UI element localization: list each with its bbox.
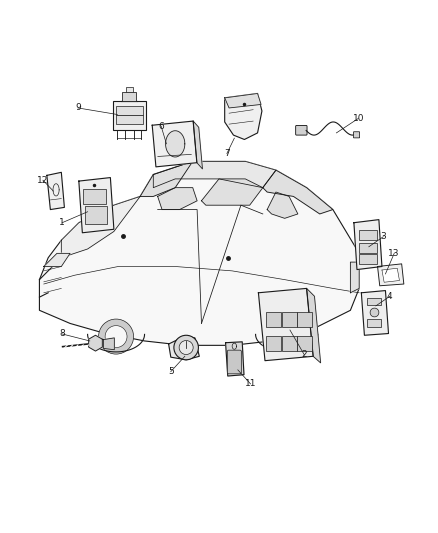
Circle shape xyxy=(179,341,193,354)
Text: 5: 5 xyxy=(168,367,174,376)
Polygon shape xyxy=(307,288,321,363)
Text: 2: 2 xyxy=(302,351,307,359)
Text: 3: 3 xyxy=(380,232,386,241)
Text: 1: 1 xyxy=(59,218,65,227)
Polygon shape xyxy=(140,161,193,197)
FancyBboxPatch shape xyxy=(113,101,145,130)
Polygon shape xyxy=(39,161,359,345)
Text: 10: 10 xyxy=(353,114,364,123)
Polygon shape xyxy=(61,197,140,258)
FancyBboxPatch shape xyxy=(367,319,381,327)
Polygon shape xyxy=(79,177,114,233)
Circle shape xyxy=(174,335,198,360)
FancyBboxPatch shape xyxy=(353,132,360,138)
Polygon shape xyxy=(193,121,202,169)
Text: 7: 7 xyxy=(224,149,230,158)
FancyBboxPatch shape xyxy=(282,312,297,327)
FancyBboxPatch shape xyxy=(266,312,281,327)
Circle shape xyxy=(276,326,298,348)
Text: 4: 4 xyxy=(387,292,392,301)
FancyBboxPatch shape xyxy=(116,115,143,124)
Polygon shape xyxy=(225,93,261,108)
Polygon shape xyxy=(263,170,333,214)
Polygon shape xyxy=(382,268,399,282)
Circle shape xyxy=(99,319,134,354)
FancyBboxPatch shape xyxy=(126,87,133,92)
Text: 6: 6 xyxy=(158,122,164,131)
FancyBboxPatch shape xyxy=(85,206,107,223)
Polygon shape xyxy=(350,262,359,293)
Text: 8: 8 xyxy=(59,329,65,338)
Polygon shape xyxy=(166,131,185,157)
Text: 9: 9 xyxy=(75,103,81,112)
FancyBboxPatch shape xyxy=(367,297,381,305)
Polygon shape xyxy=(88,335,102,351)
Text: 12: 12 xyxy=(37,176,49,185)
FancyBboxPatch shape xyxy=(122,92,136,101)
Text: 13: 13 xyxy=(389,249,400,258)
Polygon shape xyxy=(169,336,199,360)
FancyBboxPatch shape xyxy=(297,312,312,327)
FancyBboxPatch shape xyxy=(359,230,377,240)
Text: 11: 11 xyxy=(245,379,256,389)
FancyBboxPatch shape xyxy=(297,336,312,351)
Polygon shape xyxy=(225,93,262,140)
FancyBboxPatch shape xyxy=(83,189,106,204)
Polygon shape xyxy=(103,338,114,350)
Circle shape xyxy=(370,308,379,317)
Polygon shape xyxy=(361,290,389,335)
Polygon shape xyxy=(152,121,197,167)
Circle shape xyxy=(105,326,127,348)
FancyBboxPatch shape xyxy=(116,106,143,115)
Polygon shape xyxy=(258,288,313,361)
Polygon shape xyxy=(378,264,404,286)
Polygon shape xyxy=(226,342,244,376)
Polygon shape xyxy=(201,179,263,205)
Polygon shape xyxy=(153,161,276,188)
FancyBboxPatch shape xyxy=(266,336,281,351)
Polygon shape xyxy=(47,172,64,209)
Circle shape xyxy=(269,319,304,354)
FancyBboxPatch shape xyxy=(359,254,377,264)
FancyBboxPatch shape xyxy=(296,125,307,135)
FancyBboxPatch shape xyxy=(227,350,241,374)
Polygon shape xyxy=(267,192,298,219)
Polygon shape xyxy=(158,188,197,209)
FancyBboxPatch shape xyxy=(359,243,377,253)
Polygon shape xyxy=(44,253,70,266)
Polygon shape xyxy=(354,220,382,270)
FancyBboxPatch shape xyxy=(282,336,297,351)
